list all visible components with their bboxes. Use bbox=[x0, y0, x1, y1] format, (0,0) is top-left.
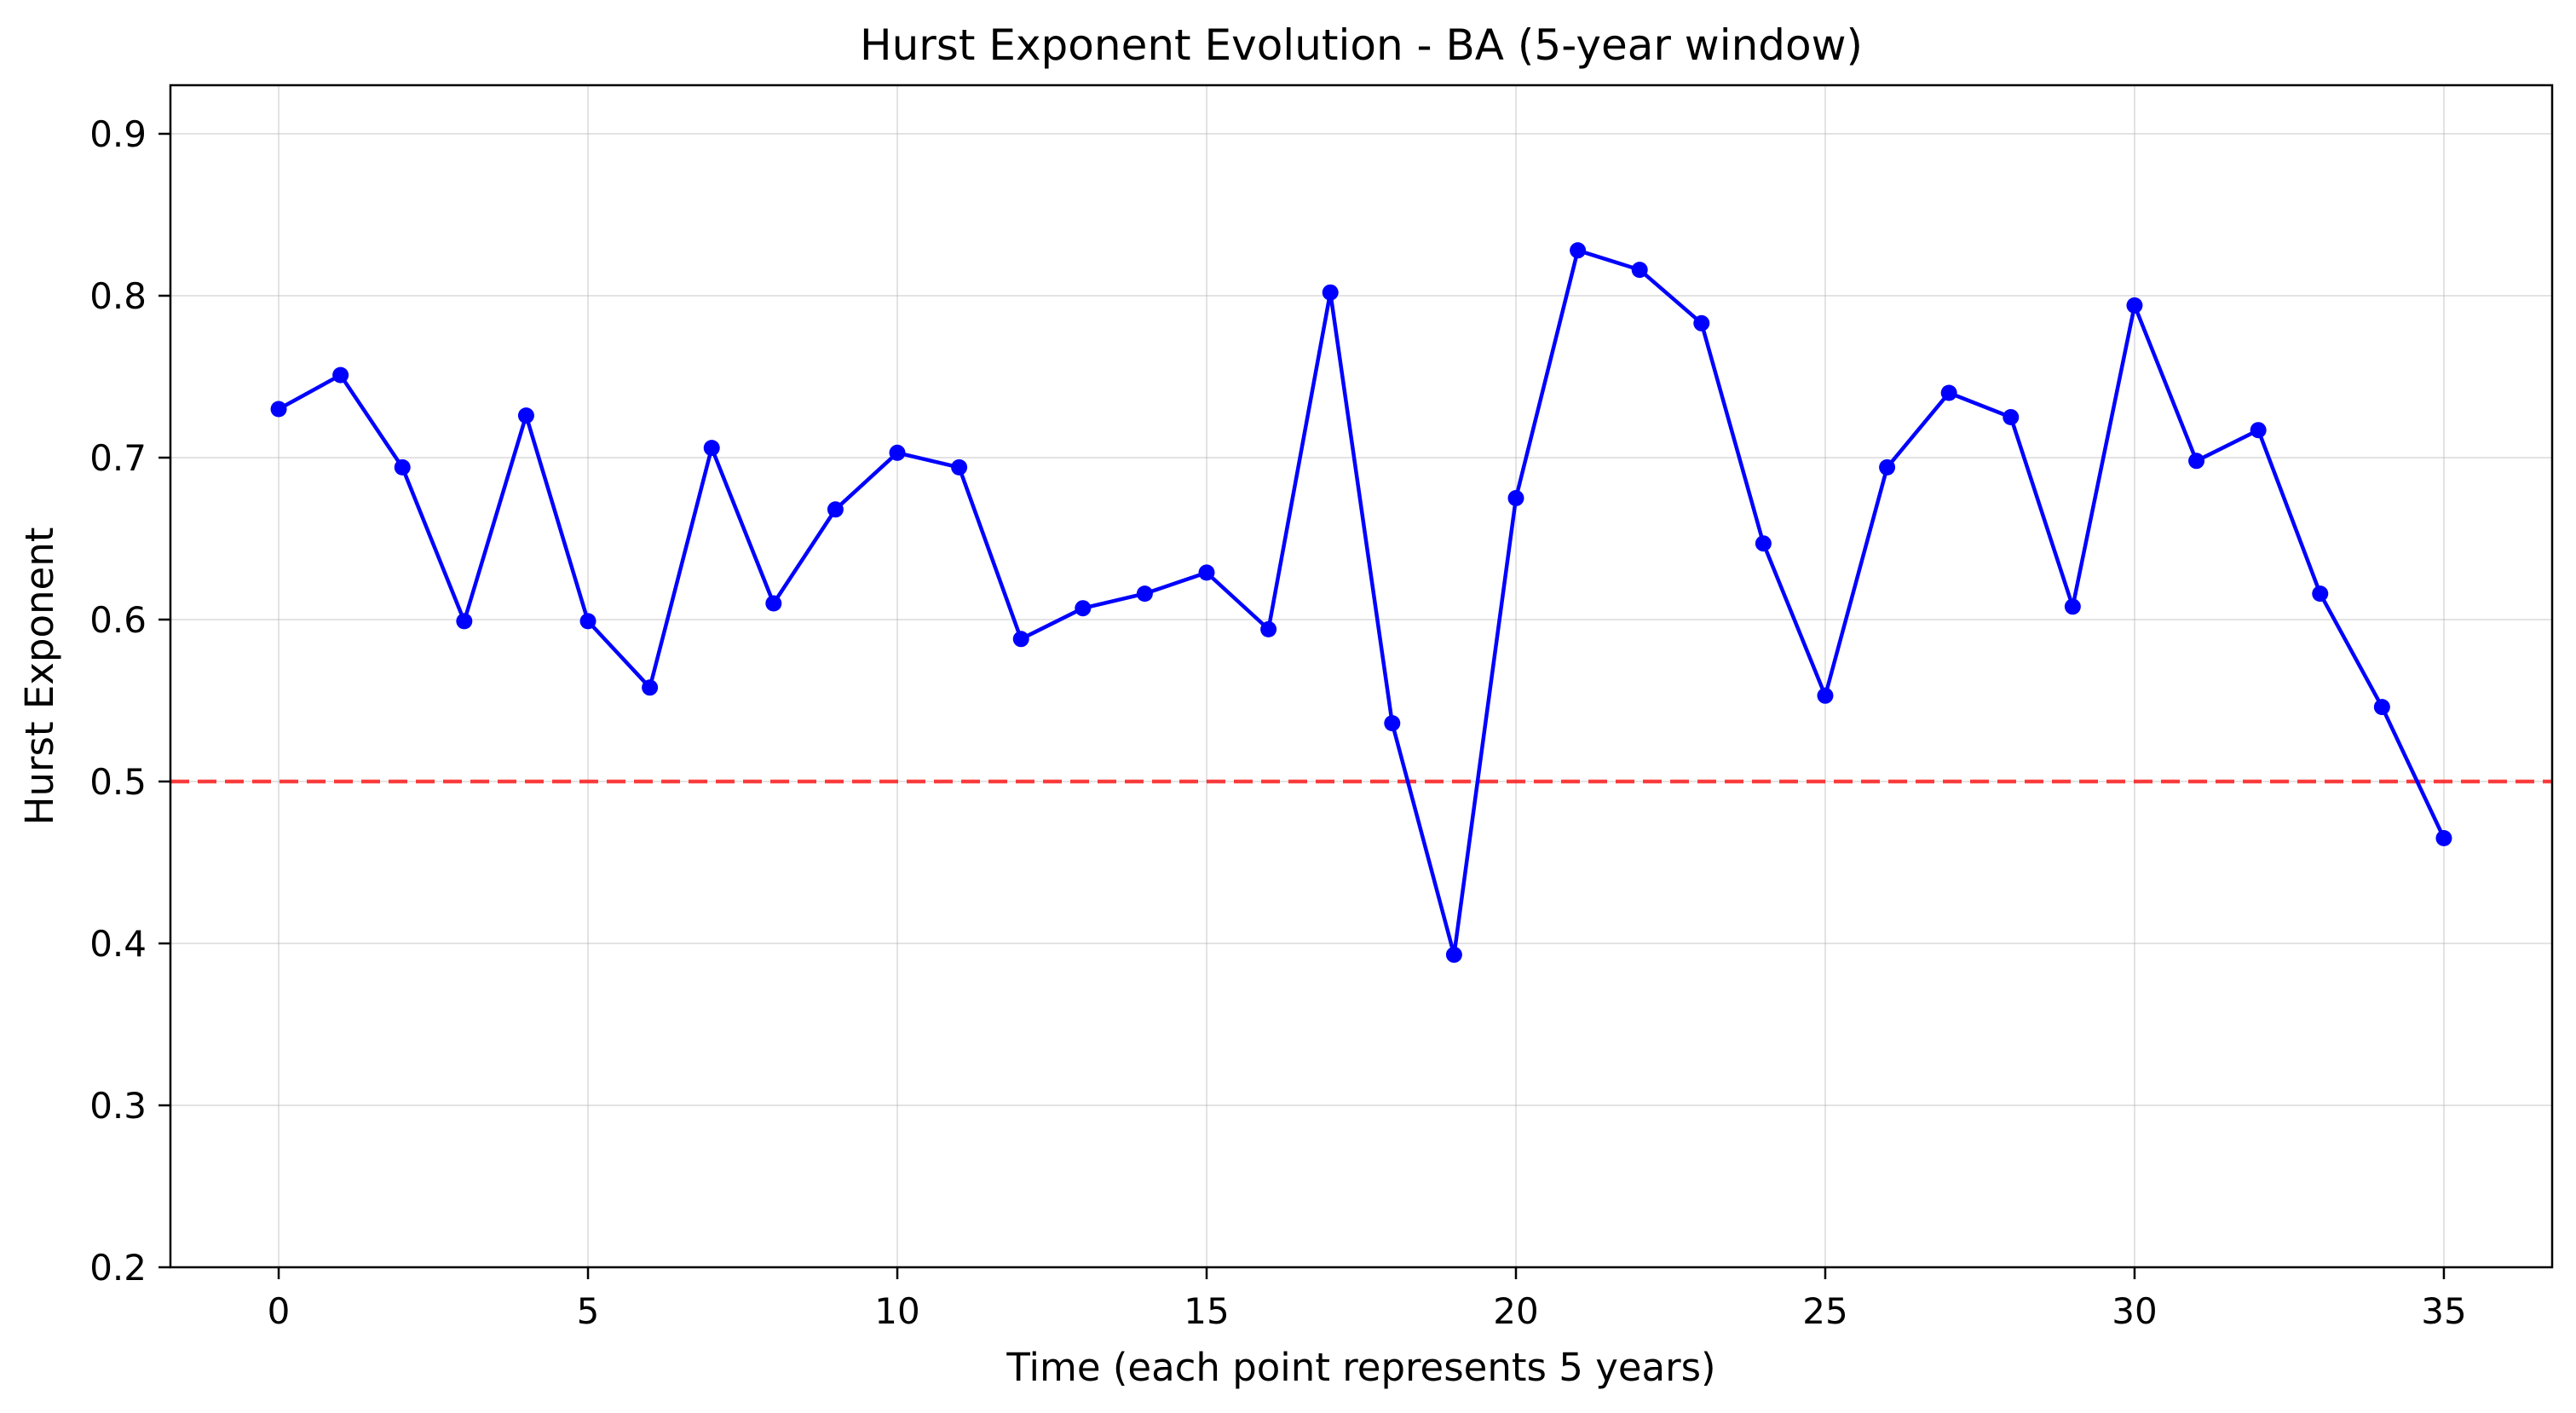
data-point bbox=[394, 459, 411, 476]
data-point bbox=[1940, 384, 1957, 401]
x-tick-label: 15 bbox=[1184, 1290, 1229, 1332]
x-tick-label: 20 bbox=[1493, 1290, 1538, 1332]
data-point bbox=[1693, 314, 1710, 332]
data-point bbox=[270, 401, 287, 418]
data-point bbox=[517, 407, 534, 424]
data-point bbox=[1507, 490, 1524, 506]
y-axis-ticks: 0.2 0.3 0.4 0.5 0.6 0.7 0.8 0.9 bbox=[89, 113, 170, 1289]
data-point bbox=[642, 679, 659, 696]
y-tick-label: 0.2 bbox=[89, 1247, 147, 1289]
x-axis-label: Time (each point represents 5 years) bbox=[1006, 1345, 1715, 1390]
data-point bbox=[1260, 620, 1277, 637]
y-axis-label: Hurst Exponent bbox=[17, 528, 62, 826]
data-point bbox=[1075, 600, 1092, 617]
grid bbox=[170, 85, 2552, 1268]
data-point bbox=[2250, 422, 2267, 439]
data-point bbox=[765, 595, 782, 612]
x-axis-ticks: 0 5 10 15 20 25 30 35 bbox=[268, 1267, 2467, 1332]
data-point bbox=[2126, 297, 2143, 314]
chart-title: Hurst Exponent Evolution - BA (5-year wi… bbox=[860, 20, 1863, 70]
data-point bbox=[1755, 535, 1772, 552]
y-tick-label: 0.5 bbox=[89, 761, 147, 803]
y-tick-label: 0.9 bbox=[89, 113, 147, 155]
data-point bbox=[703, 440, 720, 457]
x-tick-label: 30 bbox=[2112, 1290, 2157, 1332]
x-tick-label: 0 bbox=[268, 1290, 291, 1332]
data-point bbox=[889, 444, 906, 461]
x-tick-label: 10 bbox=[874, 1290, 919, 1332]
series-group bbox=[270, 242, 2452, 963]
data-point bbox=[2064, 598, 2081, 615]
y-tick-label: 0.8 bbox=[89, 275, 147, 317]
plot-frame bbox=[169, 84, 2554, 1269]
data-point bbox=[1879, 459, 1896, 476]
data-point bbox=[456, 613, 473, 630]
series-line bbox=[277, 248, 2446, 957]
data-point bbox=[2435, 830, 2452, 846]
data-point bbox=[579, 613, 596, 630]
data-point bbox=[1136, 585, 1153, 603]
data-point bbox=[1817, 687, 1834, 704]
x-tick-label: 35 bbox=[2421, 1290, 2466, 1332]
data-point bbox=[1445, 946, 1462, 963]
data-point bbox=[1198, 564, 1215, 581]
data-point bbox=[2003, 409, 2020, 425]
data-point bbox=[1384, 715, 1401, 732]
data-point bbox=[1570, 242, 1587, 259]
y-tick-label: 0.7 bbox=[89, 437, 147, 479]
data-point bbox=[1631, 262, 1648, 279]
y-tick-label: 0.4 bbox=[89, 923, 147, 965]
data-point bbox=[332, 366, 349, 384]
x-tick-label: 25 bbox=[1802, 1290, 1847, 1332]
data-point bbox=[2188, 453, 2205, 470]
data-point bbox=[2312, 585, 2329, 603]
data-point bbox=[1322, 284, 1339, 301]
data-point bbox=[1012, 631, 1029, 648]
x-tick-label: 5 bbox=[577, 1290, 600, 1332]
data-point bbox=[2373, 699, 2390, 716]
y-tick-label: 0.6 bbox=[89, 599, 147, 641]
data-point bbox=[827, 501, 844, 518]
data-point bbox=[951, 459, 968, 476]
y-tick-label: 0.3 bbox=[89, 1085, 147, 1127]
